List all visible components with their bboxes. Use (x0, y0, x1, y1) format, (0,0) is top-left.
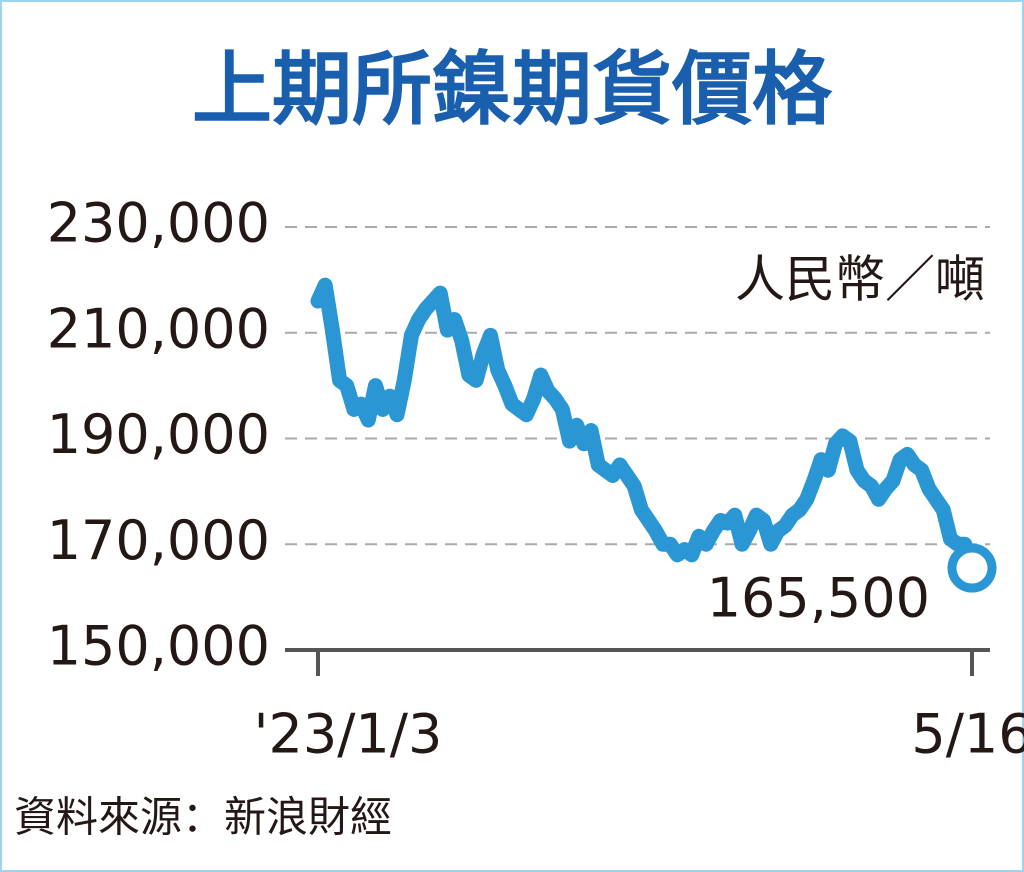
y-tick-label: 230,000 (47, 192, 270, 255)
value-label: 165,500 (707, 567, 930, 630)
unit-label: 人民幣／噸 (735, 251, 985, 309)
price-line (310, 277, 980, 576)
y-tick-label: 210,000 (47, 297, 270, 360)
y-tick-label: 170,000 (47, 509, 270, 572)
x-tick-label: 5/16 (911, 703, 1024, 766)
source: 資料來源：新浪財經 (14, 793, 392, 842)
x-tick-label: '23/1/3 (254, 703, 443, 766)
y-tick-label: 150,000 (47, 615, 270, 678)
end-marker (947, 543, 997, 593)
y-tick-label: 190,000 (47, 403, 270, 466)
chart-title: 上期所鎳期貨價格 (192, 43, 833, 136)
